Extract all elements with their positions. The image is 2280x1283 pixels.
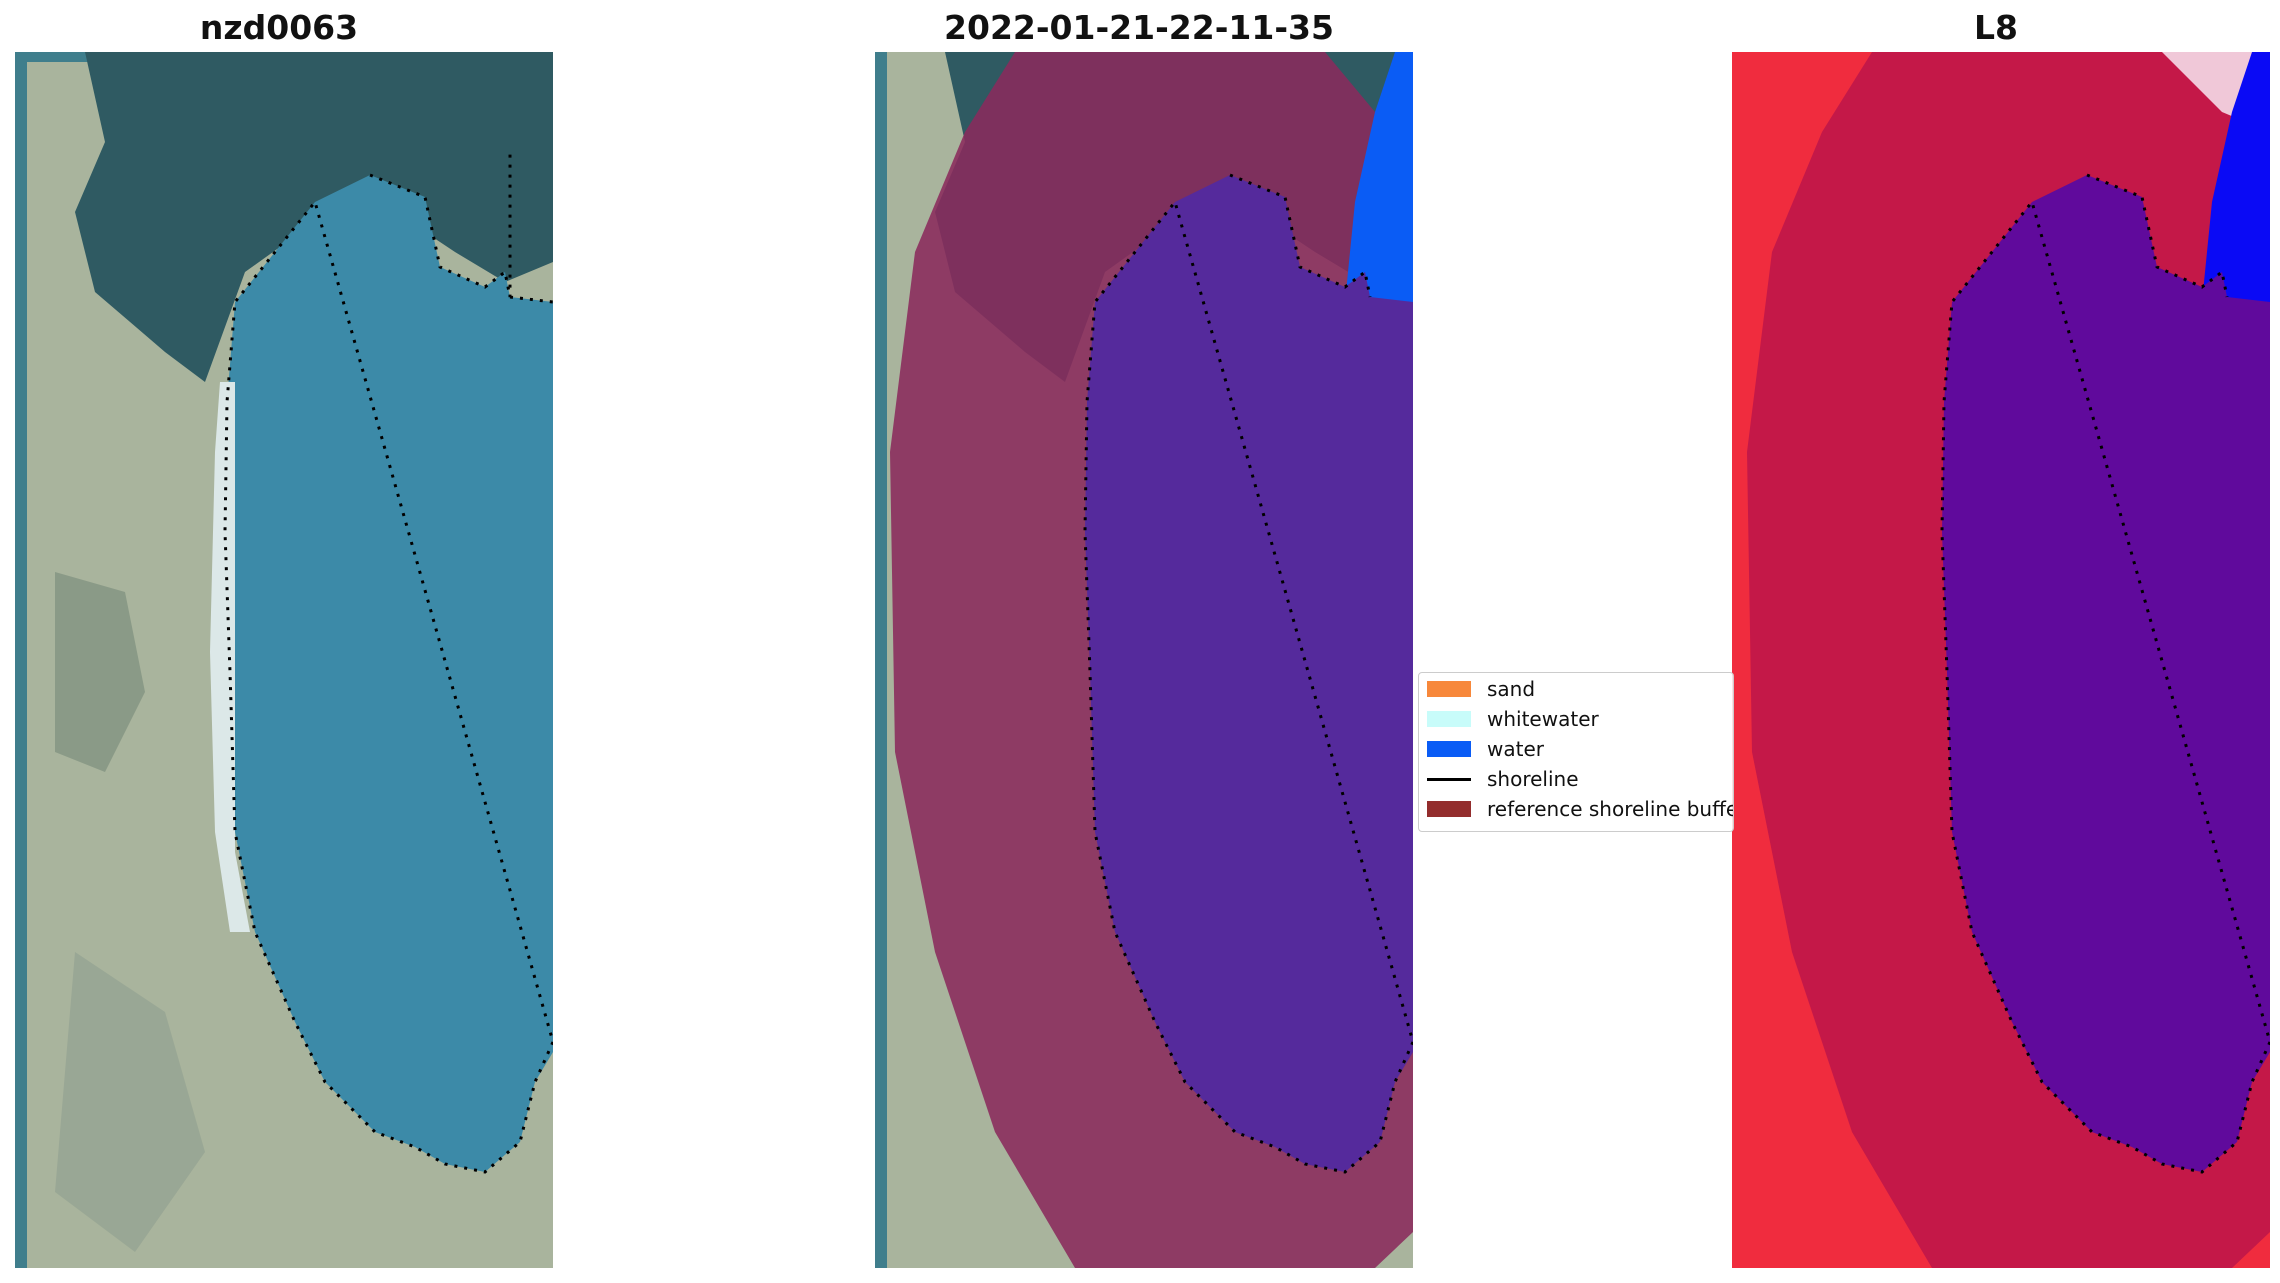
legend-label-whitewater: whitewater bbox=[1487, 707, 1599, 731]
shoreline-line-icon bbox=[1427, 777, 1471, 781]
legend-item-whitewater: whitewater bbox=[1427, 707, 1599, 731]
legend: sand whitewater water shoreline referenc… bbox=[1418, 672, 1734, 832]
legend-label-sand: sand bbox=[1487, 677, 1536, 701]
legend-item-water: water bbox=[1427, 737, 1544, 761]
l8-index-panel bbox=[1732, 52, 2270, 1268]
sand-swatch bbox=[1427, 681, 1471, 697]
panel-title-mndwi: L8 bbox=[1974, 8, 2018, 47]
classified-image-panel bbox=[875, 52, 1413, 1268]
rgb-lagoon-water bbox=[225, 175, 553, 1172]
legend-item-sand: sand bbox=[1427, 677, 1535, 701]
rgb-image-panel bbox=[15, 52, 553, 1268]
whitewater-swatch bbox=[1427, 711, 1471, 727]
shoreline-rgb bbox=[223, 152, 553, 1174]
l8-lagoon-water bbox=[1942, 175, 2270, 1172]
rgb-vegetation-patch-south bbox=[55, 952, 205, 1252]
panel-title-classified: 2022-01-21-22-11-35 bbox=[944, 8, 1334, 47]
classified-image bbox=[875, 52, 1413, 1268]
panel-title-rgb: nzd0063 bbox=[199, 8, 359, 47]
rgb-vegetation-patch bbox=[55, 572, 145, 772]
classified-left-edge bbox=[875, 52, 887, 1268]
rgb-beach-sand bbox=[210, 382, 250, 932]
legend-label-shoreline: shoreline bbox=[1487, 767, 1579, 791]
l8-index-image bbox=[1732, 52, 2270, 1268]
legend-label-reference-buffer: reference shoreline buffer bbox=[1487, 797, 1734, 821]
water-swatch bbox=[1427, 741, 1471, 757]
legend-label-water: water bbox=[1487, 737, 1544, 761]
legend-item-shoreline: shoreline bbox=[1427, 767, 1579, 791]
classified-water bbox=[1085, 175, 1413, 1172]
reference-buffer-swatch bbox=[1427, 801, 1471, 817]
legend-item-reference-buffer: reference shoreline buffer bbox=[1427, 797, 1734, 821]
rgb-left-edge bbox=[15, 52, 27, 1268]
rgb-image bbox=[15, 52, 553, 1268]
